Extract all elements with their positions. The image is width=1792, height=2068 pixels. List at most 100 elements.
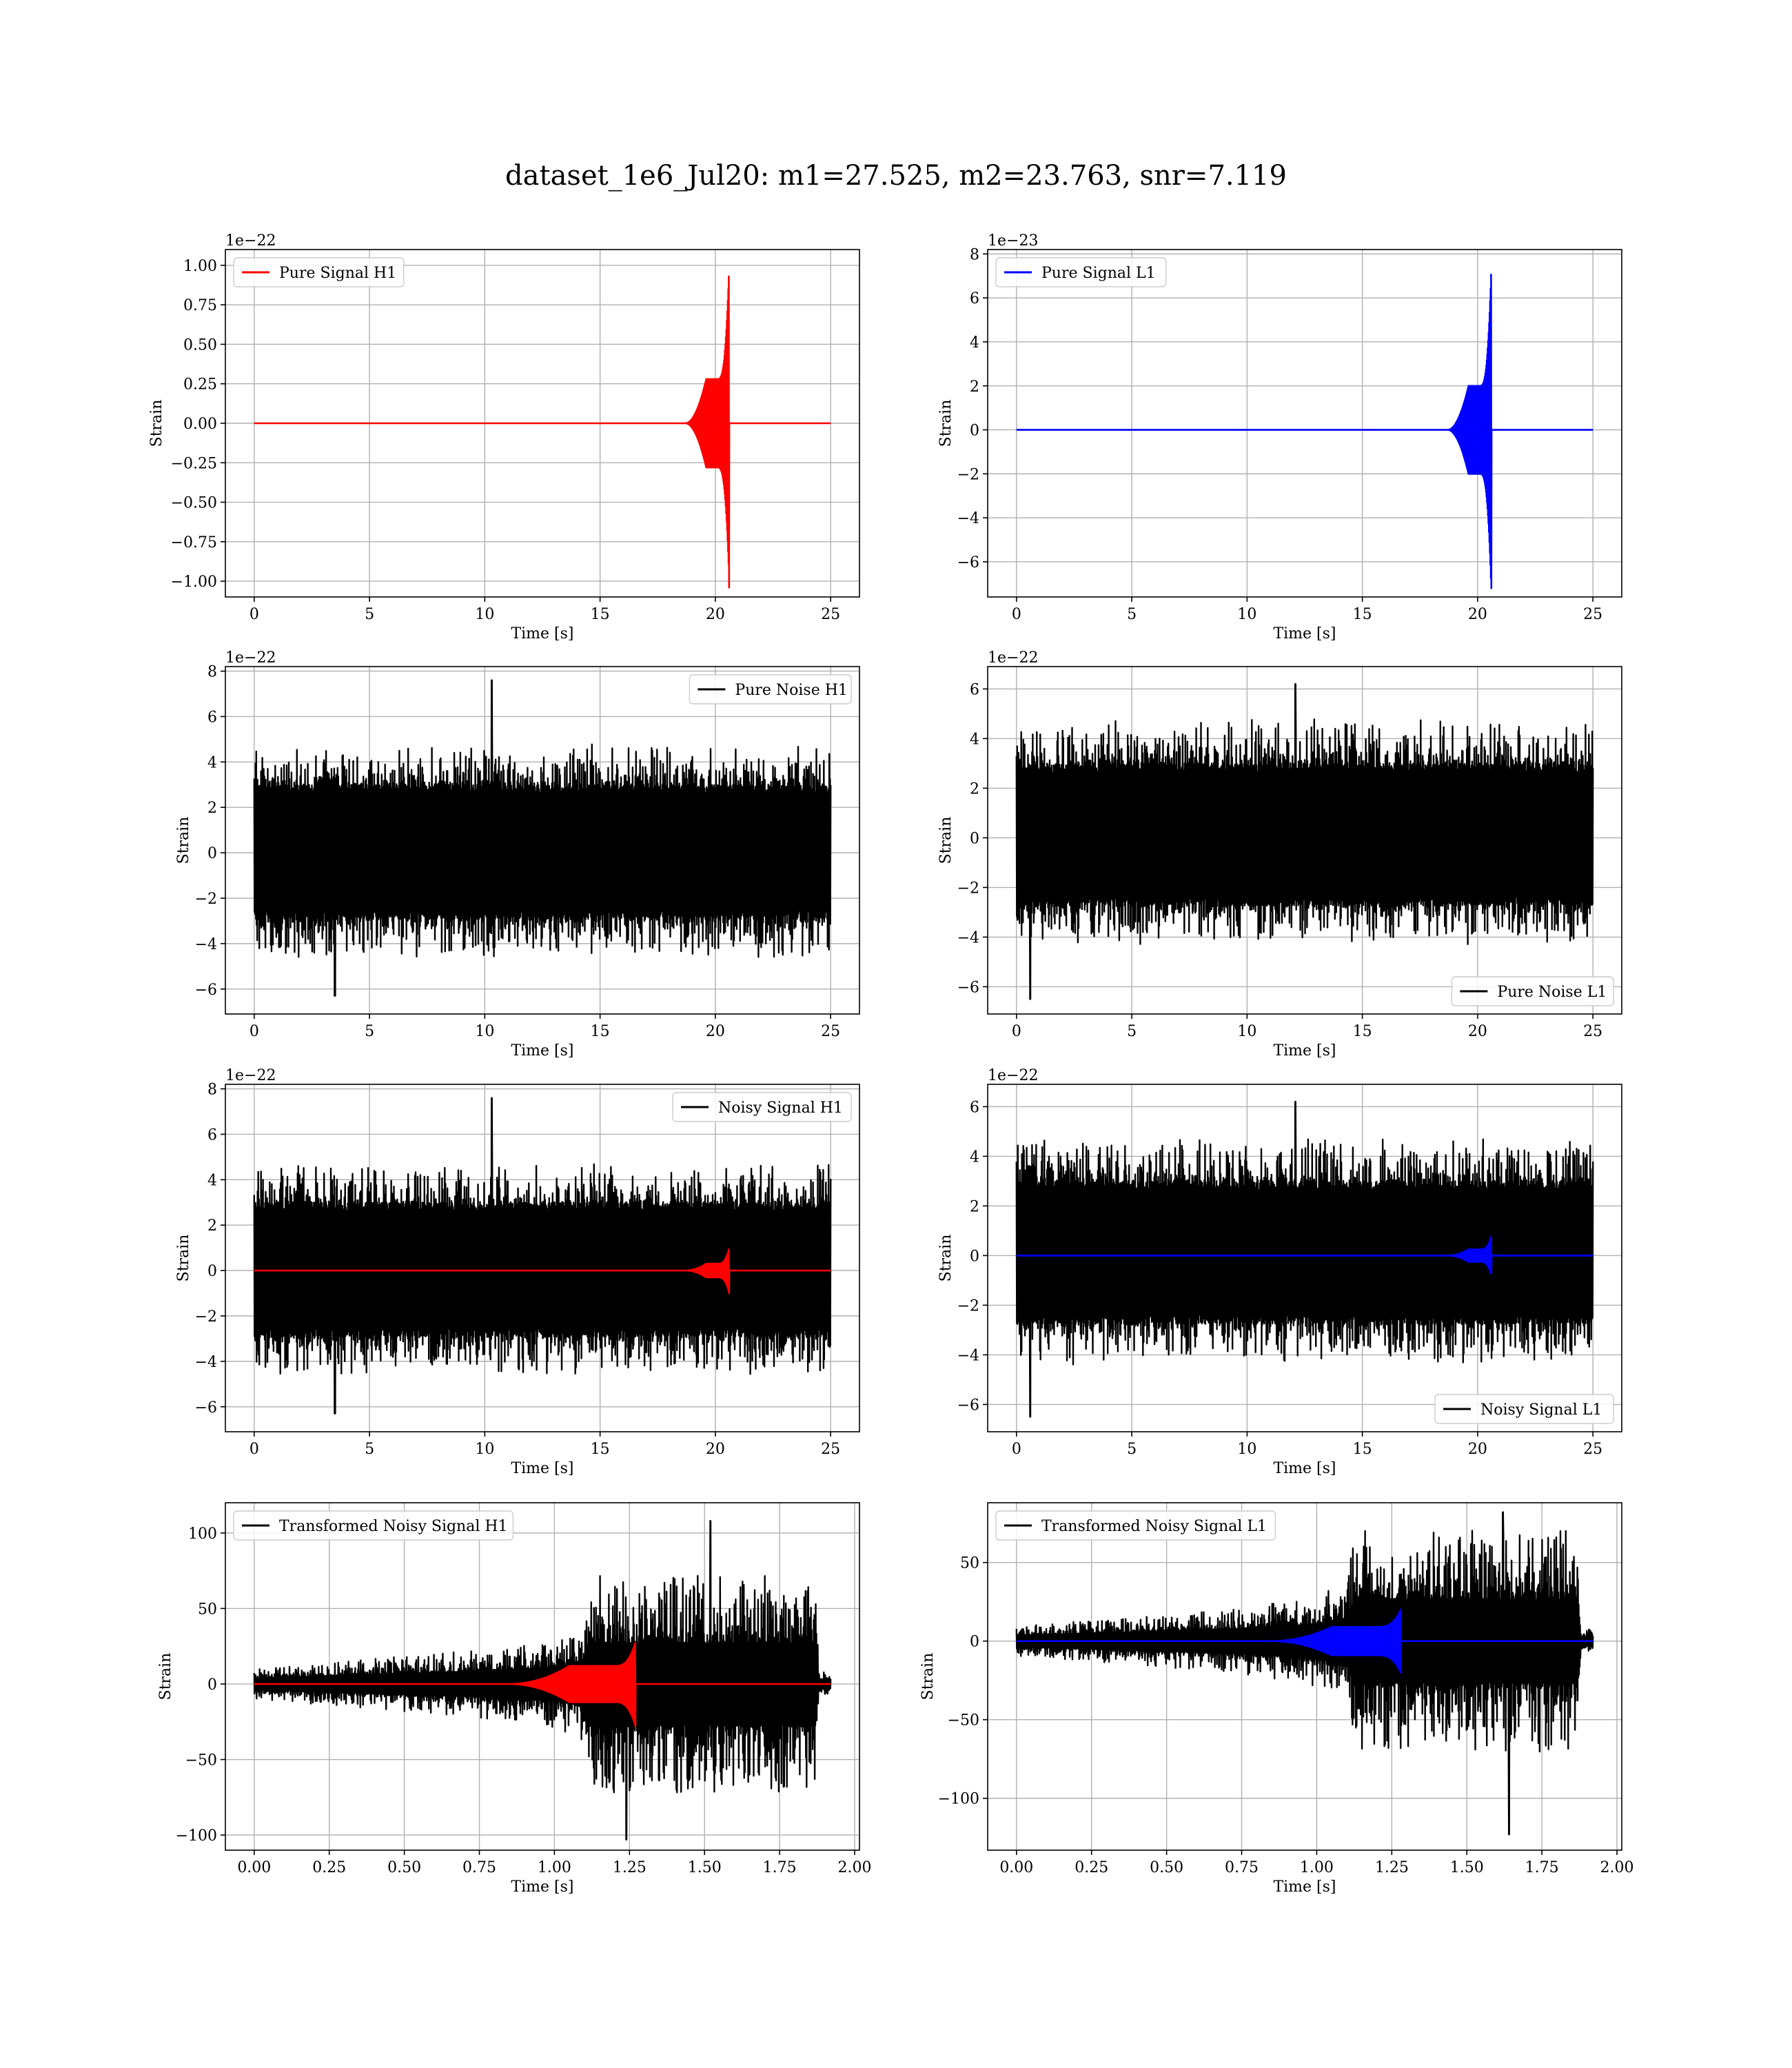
series-layer xyxy=(1015,274,1594,589)
legend-box xyxy=(995,1510,1276,1541)
x-tick-label: 10 xyxy=(475,606,494,623)
x-axis-label: Time [s] xyxy=(511,1042,573,1060)
series-line xyxy=(253,679,832,997)
x-tick-label: 15 xyxy=(1353,606,1372,623)
legend-label: Noisy Signal L1 xyxy=(1480,1401,1602,1419)
y-tick-label: −0.50 xyxy=(171,495,217,512)
series-line xyxy=(1015,683,1594,1000)
x-tick-label: 1.50 xyxy=(1450,1859,1484,1876)
figure-title: dataset_1e6_Jul20: m1=27.525, m2=23.763,… xyxy=(505,160,1287,192)
x-tick-label: 25 xyxy=(821,1441,840,1458)
x-tick-label: 0.00 xyxy=(999,1859,1033,1876)
x-axis-label: Time [s] xyxy=(511,625,573,642)
series-line xyxy=(253,1642,832,1727)
y-tick-label: 0.50 xyxy=(183,336,217,354)
y-offset-text: 1e−22 xyxy=(988,1067,1038,1084)
x-tick-label: 0 xyxy=(1012,606,1021,623)
x-tick-label: 0.25 xyxy=(312,1859,346,1876)
y-tick-label: 6 xyxy=(970,1099,979,1116)
x-tick-label: 1.75 xyxy=(763,1859,797,1876)
y-tick-label: −6 xyxy=(957,979,979,996)
x-tick-label: 25 xyxy=(1583,606,1602,623)
x-tick-label: 0.75 xyxy=(462,1859,496,1876)
x-tick-label: 10 xyxy=(1237,606,1256,623)
legend-label: Pure Signal L1 xyxy=(1041,265,1156,282)
y-tick-label: −1.00 xyxy=(171,574,217,591)
y-axis-label: Strain xyxy=(175,817,192,864)
y-tick-label: 6 xyxy=(970,681,979,698)
x-tick-label: 25 xyxy=(821,1023,840,1040)
x-tick-label: 25 xyxy=(821,606,840,623)
x-tick-label: 1.00 xyxy=(538,1859,571,1876)
y-tick-label: 4 xyxy=(207,754,217,771)
legend-box xyxy=(1434,1394,1614,1424)
y-axis-label: Strain xyxy=(148,400,165,447)
series-line xyxy=(253,1248,832,1295)
x-axis-label: Time [s] xyxy=(1273,625,1336,642)
y-axis-label: Strain xyxy=(157,1653,174,1701)
y-tick-label: 0.00 xyxy=(183,416,217,433)
x-tick-label: 1.50 xyxy=(688,1859,722,1876)
series-line xyxy=(253,275,832,589)
y-tick-label: −50 xyxy=(948,1712,979,1730)
y-tick-label: −2 xyxy=(957,466,979,483)
x-tick-label: 25 xyxy=(1583,1023,1602,1040)
subplot-transformed-noisy-signal-h1: 0.00 0.25 0.50 0.75 1.00 1.25 1.50 1.75 2.00 100 5… xyxy=(157,1502,872,1896)
x-tick-label: 20 xyxy=(706,1441,725,1458)
x-tick-label: 1.75 xyxy=(1525,1859,1559,1876)
y-tick-label: −50 xyxy=(185,1752,217,1770)
x-tick-label: 20 xyxy=(706,606,725,623)
series-layer xyxy=(1015,1511,1594,1836)
x-axis-label: Time [s] xyxy=(511,1460,573,1477)
x-tick-label: 1.00 xyxy=(1300,1859,1334,1876)
y-tick-label: −2 xyxy=(957,880,979,897)
x-tick-label: 0 xyxy=(1012,1023,1021,1040)
y-tick-label: 4 xyxy=(970,334,979,352)
y-axis-label: Strain xyxy=(937,1235,955,1282)
axes-frame xyxy=(987,666,1622,1015)
x-tick-label: 5 xyxy=(365,1441,374,1458)
legend: Transformed Noisy Signal L1 xyxy=(995,1510,1276,1541)
legend-label: Pure Noise H1 xyxy=(735,682,848,699)
y-tick-label: 4 xyxy=(970,1148,979,1166)
series-line xyxy=(253,1520,832,1841)
series-layer xyxy=(253,1097,832,1415)
legend-label: Transformed Noisy Signal H1 xyxy=(279,1518,508,1535)
y-tick-label: 2 xyxy=(970,1198,979,1215)
legend-label: Noisy Signal H1 xyxy=(718,1099,843,1117)
y-tick-label: 0 xyxy=(207,845,217,862)
y-tick-label: 1.00 xyxy=(183,258,217,275)
x-tick-label: 0.25 xyxy=(1075,1859,1108,1876)
y-axis-label: Strain xyxy=(937,400,955,447)
series-layer xyxy=(1015,683,1594,1000)
y-tick-label: −100 xyxy=(938,1791,979,1808)
y-tick-label: 4 xyxy=(207,1172,217,1189)
legend-box xyxy=(672,1092,852,1122)
y-tick-label: 6 xyxy=(207,709,217,726)
y-tick-label: −0.75 xyxy=(171,534,217,551)
x-tick-label: 0.50 xyxy=(1150,1859,1183,1876)
y-tick-label: 8 xyxy=(207,1082,217,1099)
x-tick-label: 0 xyxy=(250,1023,259,1040)
legend-box xyxy=(689,674,852,704)
x-axis-label: Time [s] xyxy=(511,1878,573,1896)
series-layer xyxy=(253,275,832,589)
x-tick-label: 0 xyxy=(250,606,259,623)
series-line xyxy=(1015,1608,1594,1674)
y-tick-label: 2 xyxy=(207,800,217,817)
legend: Noisy Signal H1 xyxy=(672,1092,852,1122)
y-offset-text: 1e−22 xyxy=(225,232,276,250)
y-tick-label: 4 xyxy=(970,731,979,748)
y-tick-label: −0.25 xyxy=(171,455,217,472)
legend: Pure Noise H1 xyxy=(689,674,852,704)
x-tick-label: 0.50 xyxy=(387,1859,421,1876)
x-tick-label: 15 xyxy=(1353,1023,1372,1040)
y-tick-label: 8 xyxy=(970,246,979,263)
y-tick-label: 2 xyxy=(970,378,979,396)
x-axis-label: Time [s] xyxy=(1273,1878,1336,1896)
x-tick-label: 15 xyxy=(591,1023,610,1040)
